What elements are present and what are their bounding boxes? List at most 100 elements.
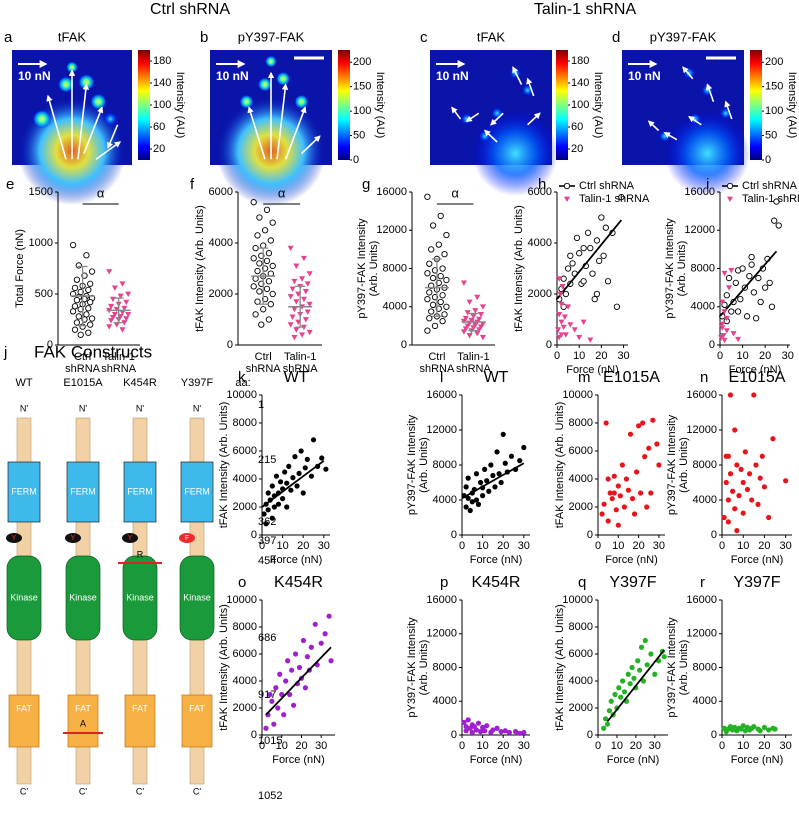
data-point <box>571 327 578 333</box>
data-point <box>288 667 295 673</box>
panel-label: f <box>190 176 195 193</box>
data-point <box>426 260 433 267</box>
data-point <box>119 281 126 287</box>
data-point <box>73 276 81 283</box>
data-point <box>287 691 293 698</box>
domain-label: FERM <box>184 486 210 496</box>
x-axis-label: Force (nN) <box>270 554 323 566</box>
y-tick-label: 8000 <box>233 621 257 633</box>
construct-name: E1015A <box>63 377 103 389</box>
data-point <box>746 272 753 280</box>
data-point <box>111 312 118 318</box>
data-point <box>587 337 594 343</box>
mutation-label: A <box>80 718 86 728</box>
data-point <box>466 299 473 305</box>
data-point <box>656 462 662 468</box>
data-point <box>640 420 646 426</box>
y-tick-label: 16000 <box>686 389 717 401</box>
ferm-domain <box>123 461 157 523</box>
data-point <box>273 685 279 691</box>
x-tick-label: Talin-1 <box>102 351 134 363</box>
scale-label: 10 nN <box>436 69 469 83</box>
y-tick-label: 0 <box>587 729 593 741</box>
data-point <box>603 420 609 426</box>
data-point <box>284 480 290 486</box>
data-point <box>479 321 486 327</box>
data-point <box>300 490 306 496</box>
data-point <box>619 462 625 468</box>
data-point <box>591 295 598 303</box>
y-tick-label: 8000 <box>433 661 457 673</box>
y-tick-label: 0 <box>451 529 457 541</box>
y-tick-label: 2000 <box>569 702 593 714</box>
x-axis-label: Force (nN) <box>470 554 523 566</box>
adhesion <box>257 77 273 92</box>
panel-title: E1015A <box>603 369 660 386</box>
colorbar-label: Intensity (AU) <box>374 72 386 139</box>
data-point <box>640 678 647 684</box>
data-point <box>730 488 736 494</box>
x-tick-label: 0 <box>459 740 465 752</box>
data-point <box>306 271 313 277</box>
y-tick-label: 10000 <box>562 389 593 401</box>
panel-title: Y397F <box>733 574 780 591</box>
data-point <box>498 479 504 486</box>
y-tick-label: 8000 <box>433 459 457 471</box>
data-point <box>443 303 450 310</box>
y-tick-label: 500 <box>35 288 53 300</box>
y-tick-label: 0 <box>401 339 407 351</box>
colorbar-tick-label: 150 <box>353 81 371 93</box>
data-point <box>631 675 637 681</box>
data-point <box>476 316 483 323</box>
data-point <box>269 483 275 489</box>
force-arrow <box>276 83 289 160</box>
y-tick-label: 16000 <box>684 186 715 198</box>
data-point <box>426 289 433 296</box>
panel-label: r <box>700 574 705 591</box>
data-point <box>119 309 126 316</box>
data-point <box>556 312 563 318</box>
y-tick-label: 16000 <box>426 389 457 401</box>
y-tick-label: 8000 <box>569 417 593 429</box>
x-tick-label: 20 <box>297 540 309 552</box>
c-terminus: C' <box>79 786 87 796</box>
y-tick-label: 0 <box>451 729 457 741</box>
x-tick-label: 20 <box>759 350 771 362</box>
domain-label: FERM <box>11 486 37 496</box>
data-point <box>261 511 267 517</box>
colorbar-tick-label: 200 <box>765 56 783 68</box>
data-point <box>290 702 297 708</box>
data-point <box>584 229 592 236</box>
data-point <box>267 301 274 308</box>
data-point <box>71 326 79 333</box>
x-tick-label: 0 <box>595 740 601 752</box>
data-point <box>723 315 730 322</box>
data-point <box>742 449 748 455</box>
data-point <box>618 193 625 201</box>
data-point <box>654 441 660 447</box>
data-point <box>310 437 317 443</box>
data-point <box>621 689 628 695</box>
data-point <box>306 329 313 336</box>
data-point <box>87 280 94 287</box>
data-point <box>85 286 92 294</box>
data-point <box>633 469 640 475</box>
x-tick-label: shRNA <box>456 363 492 375</box>
force-arrow <box>46 94 67 160</box>
data-point <box>567 322 574 328</box>
x-tick-label: 10 <box>276 740 288 752</box>
x-tick-label: 10 <box>736 350 748 362</box>
x-tick-label: 20 <box>758 740 770 752</box>
x-tick-label: Ctrl <box>74 351 91 363</box>
data-point <box>557 291 564 297</box>
data-point <box>85 329 92 336</box>
data-point <box>734 308 742 315</box>
data-point <box>565 304 572 310</box>
data-point <box>460 280 467 286</box>
data-point <box>263 725 269 731</box>
data-point <box>75 262 82 269</box>
data-point <box>748 261 755 268</box>
adhesion <box>478 130 491 143</box>
data-point <box>304 654 310 660</box>
